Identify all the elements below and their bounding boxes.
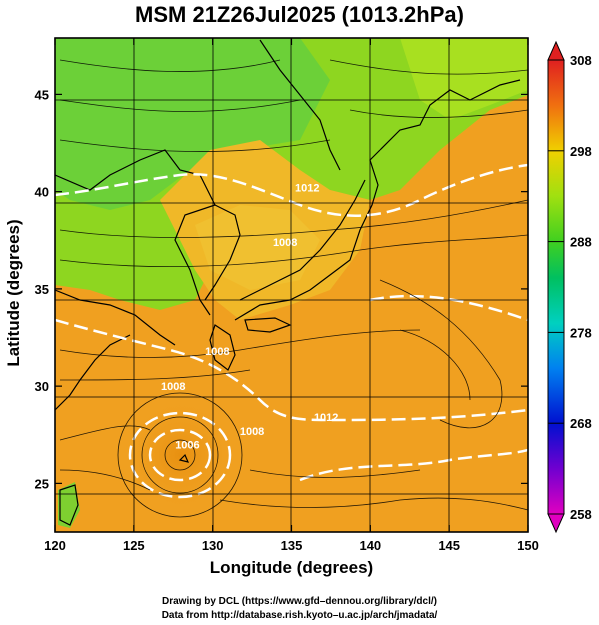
land-field-taiwan xyxy=(58,482,80,528)
colorbar-bar xyxy=(547,59,565,515)
streamline-spiral xyxy=(117,392,243,518)
y-axis-label: Latitude (degrees) xyxy=(4,219,23,367)
colorbar-tick-label: 258 xyxy=(570,507,592,522)
colorbar-tick-label: 278 xyxy=(570,325,592,340)
coastline-hokkaido xyxy=(379,79,521,151)
isobar-1012-east xyxy=(369,294,528,322)
colorbar: 258 268 278 288 298 308 xyxy=(547,40,592,534)
isobar-layer xyxy=(55,163,528,499)
colorbar-bottom-triangle xyxy=(547,513,565,534)
isobar-1012-north xyxy=(55,163,528,217)
x-tick-label: 120 xyxy=(44,538,66,553)
x-axis: 120 125 130 135 140 145 150 xyxy=(44,38,539,553)
coastline-taiwan xyxy=(59,484,79,526)
streamline xyxy=(59,59,281,72)
streamline xyxy=(219,497,528,511)
y-tick-label: 30 xyxy=(35,379,49,394)
y-tick-label: 25 xyxy=(35,476,49,491)
y-tick-label: 45 xyxy=(35,87,49,102)
land-field-northeast xyxy=(400,38,528,120)
x-tick-label: 145 xyxy=(438,538,460,553)
colorbar-tick-label: 308 xyxy=(570,53,592,68)
streamline xyxy=(329,59,528,75)
coastline-russia xyxy=(259,39,341,171)
x-tick-label: 130 xyxy=(202,538,224,553)
colorbar-top-triangle xyxy=(547,40,565,61)
contour-label: 1008 xyxy=(205,346,229,358)
coastline-china-south xyxy=(55,334,131,411)
coastline-china-east xyxy=(55,289,176,346)
coastline-honshu-south xyxy=(234,149,381,321)
coastline-okinawa xyxy=(178,453,190,463)
credit-drawing: Drawing by DCL (https://www.gfd–dennou.o… xyxy=(161,596,437,607)
contour-label: 1008 xyxy=(161,381,185,393)
streamline xyxy=(59,425,151,441)
grid-lines xyxy=(55,38,528,532)
streamline xyxy=(59,329,421,358)
streamline xyxy=(59,99,301,112)
y-tick-label: 35 xyxy=(35,282,49,297)
colorbar-ticks: 258 268 278 288 298 308 xyxy=(548,53,592,522)
streamline xyxy=(59,369,251,381)
x-tick-label: 140 xyxy=(359,538,381,553)
colorbar-tick-label: 288 xyxy=(570,235,592,250)
contour-labels: 1012 1008 1008 1008 1008 1006 1012 xyxy=(161,183,338,452)
credit-data-source: Data from http://database.rish.kyoto–u.a… xyxy=(161,610,438,621)
land-field-honshu xyxy=(195,205,320,290)
streamline xyxy=(59,234,528,267)
streamline xyxy=(399,329,471,401)
streamline xyxy=(379,279,503,429)
x-tick-label: 125 xyxy=(123,538,145,553)
contour-label: 1006 xyxy=(175,439,199,451)
x-tick-label: 135 xyxy=(281,538,303,553)
coastline-kyushu xyxy=(209,324,236,371)
contour-label: 1012 xyxy=(314,412,338,424)
x-axis-label: Longitude (degrees) xyxy=(209,558,374,577)
coastline-shikoku xyxy=(244,317,292,333)
coastline-honshu-north xyxy=(239,179,366,301)
chart-title: MSM 21Z26Jul2025 (1013.2hPa) xyxy=(135,2,464,27)
streamline xyxy=(249,469,421,478)
streamline xyxy=(349,109,528,118)
y-tick-label: 40 xyxy=(35,185,49,200)
streamline-layer xyxy=(59,59,528,518)
low-pressure-core xyxy=(120,395,240,515)
contour-label: 1008 xyxy=(273,237,297,249)
contour-label: 1008 xyxy=(240,426,264,438)
isobar-1012-south xyxy=(299,448,528,482)
isobar-1006-ring xyxy=(148,428,212,482)
colorbar-tick-label: 268 xyxy=(570,416,592,431)
streamline xyxy=(59,199,528,238)
land-field-northwest xyxy=(55,38,330,210)
streamline-spiral xyxy=(141,416,219,494)
contour-label: 1012 xyxy=(295,183,319,195)
isobar-1008-ring xyxy=(128,411,232,499)
colorbar-tick-label: 298 xyxy=(570,144,592,159)
x-tick-label: 150 xyxy=(517,538,539,553)
isobar-1008-mid xyxy=(55,318,528,422)
field-layer xyxy=(55,38,528,532)
streamline xyxy=(59,139,331,152)
streamline-spiral xyxy=(164,439,196,471)
streamline xyxy=(59,469,151,491)
y-axis: 25 30 35 40 45 xyxy=(35,87,528,491)
